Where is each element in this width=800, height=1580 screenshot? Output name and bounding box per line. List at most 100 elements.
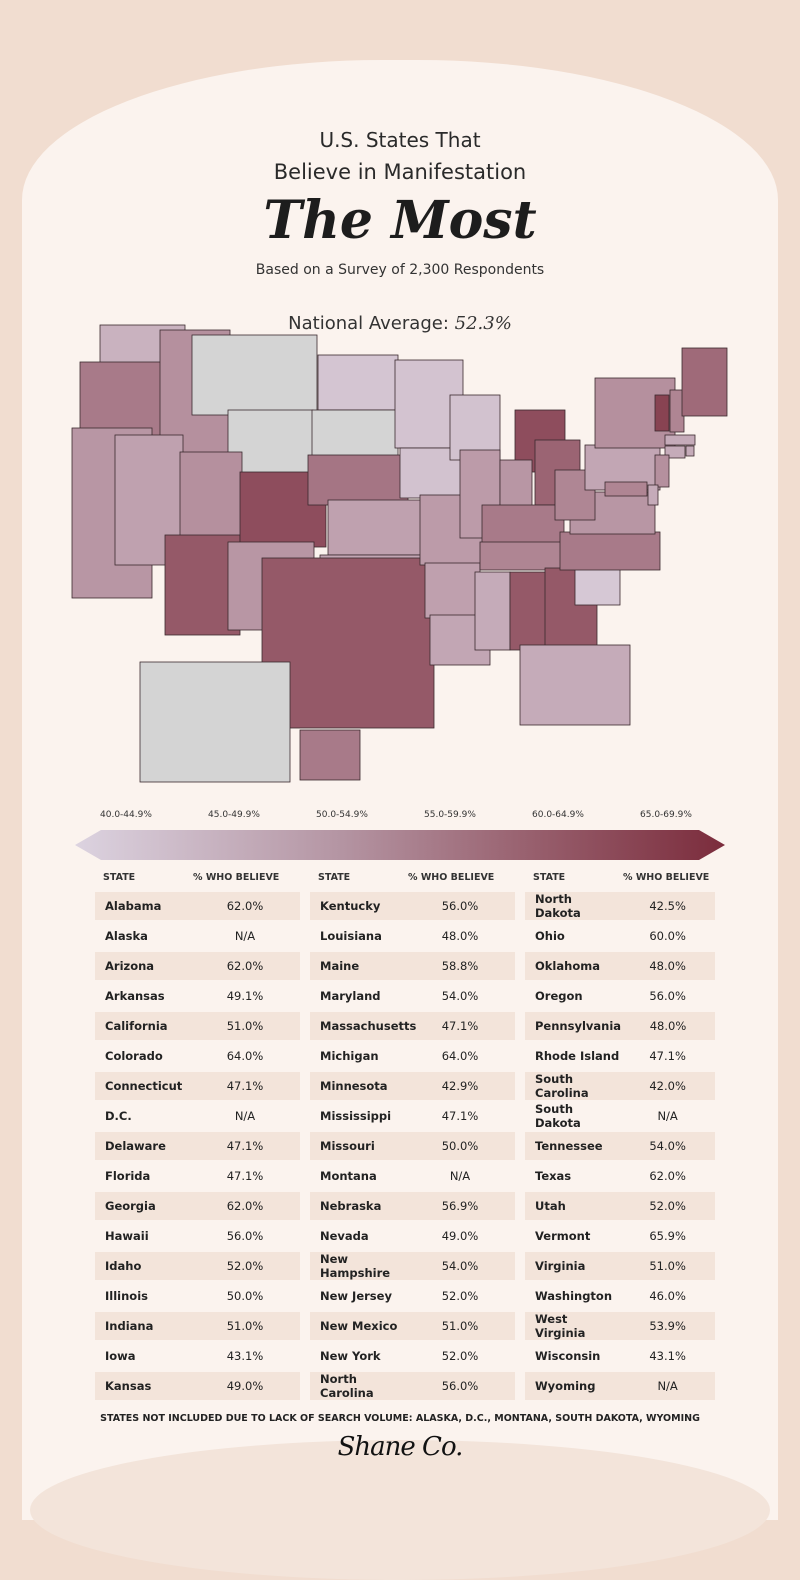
table-row: New York 52.0% — [310, 1342, 515, 1370]
state-texas — [261, 557, 435, 729]
table-row: Massachusetts 47.1% — [310, 1012, 515, 1040]
table-row: Washington 46.0% — [525, 1282, 715, 1310]
state-value: 47.1% — [226, 1139, 264, 1153]
state-value: 62.0% — [226, 1199, 264, 1213]
legend-label: 50.0-54.9% — [316, 810, 368, 820]
state-value: N/A — [234, 929, 256, 943]
state-value: 49.0% — [226, 1379, 264, 1393]
state-value: 58.8% — [441, 959, 479, 973]
table-row: Missouri 50.0% — [310, 1132, 515, 1160]
table-row: Tennessee 54.0% — [525, 1132, 715, 1160]
state-name: Delaware — [105, 1139, 166, 1153]
state-kansas — [327, 499, 424, 556]
state-value: 56.0% — [226, 1229, 264, 1243]
table-row: D.C. N/A — [95, 1102, 300, 1130]
state-value: 64.0% — [226, 1049, 264, 1063]
state-name: Arizona — [105, 959, 155, 973]
state-name: Georgia — [105, 1199, 156, 1213]
state-mississippi — [474, 571, 511, 651]
state-value: 42.5% — [649, 899, 686, 913]
state-value: 47.1% — [441, 1109, 479, 1123]
state-value: 52.0% — [441, 1289, 479, 1303]
state-maine — [681, 347, 728, 417]
table-row: Ohio 60.0% — [525, 922, 715, 950]
state-value: 51.0% — [649, 1259, 686, 1273]
state-massachusetts — [664, 434, 696, 446]
table-row: Mississippi 47.1% — [310, 1102, 515, 1130]
state-value: 50.0% — [441, 1139, 479, 1153]
table-row: Montana N/A — [310, 1162, 515, 1190]
table-row: Louisiana 48.0% — [310, 922, 515, 950]
legend-label: 40.0-44.9% — [100, 810, 152, 820]
table-row: Arizona 62.0% — [95, 952, 300, 980]
state-name: New Jersey — [320, 1289, 392, 1303]
column-header: % WHO BELIEVE — [193, 872, 280, 883]
state-value: 49.0% — [441, 1229, 479, 1243]
state-value: 56.0% — [441, 1379, 479, 1393]
table-row: Idaho 52.0% — [95, 1252, 300, 1280]
state-name: Oregon — [535, 989, 583, 1003]
state-name: Nebraska — [320, 1199, 382, 1213]
legend-label: 45.0-49.9% — [208, 810, 260, 820]
state-name: Connecticut — [105, 1079, 183, 1093]
state-name: New York — [320, 1349, 381, 1363]
state-kentucky — [481, 504, 565, 544]
state-name: Washington — [535, 1289, 613, 1303]
state-value: 54.0% — [441, 989, 479, 1003]
table-row: Kansas 49.0% — [95, 1372, 300, 1400]
state-north-carolina — [559, 531, 661, 571]
national-average: National Average: 52.3% — [0, 313, 800, 334]
state-value: 56.0% — [649, 989, 686, 1003]
legend-label: 65.0-69.9% — [640, 810, 692, 820]
state-name: Massachusetts — [320, 1019, 417, 1033]
table-row: Rhode Island 47.1% — [525, 1042, 715, 1070]
table-row: Alabama 62.0% — [95, 892, 300, 920]
table-row: Utah 52.0% — [525, 1192, 715, 1220]
state-value: 49.1% — [226, 989, 264, 1003]
state-value: 53.9% — [649, 1319, 686, 1333]
state-value: 56.9% — [441, 1199, 479, 1213]
state-nebraska — [307, 454, 409, 506]
state-value: 65.9% — [649, 1229, 686, 1243]
state-name: D.C. — [105, 1109, 132, 1123]
table-row: Florida 47.1% — [95, 1162, 300, 1190]
title-line-2: Believe in Manifestation — [273, 160, 527, 184]
state-rhode-island — [685, 445, 695, 457]
table-row: North Dakota 42.5% — [525, 892, 715, 920]
state-value: 62.0% — [226, 959, 264, 973]
state-value: 42.9% — [441, 1079, 479, 1093]
state-arkansas — [424, 562, 481, 619]
us-map — [71, 324, 728, 783]
state-value: 47.1% — [226, 1169, 264, 1183]
state-value: 42.0% — [649, 1079, 686, 1093]
state-value: 43.1% — [226, 1349, 264, 1363]
legend-gradient-bar — [75, 830, 725, 860]
state-name: Minnesota — [320, 1079, 388, 1093]
state-name: South Carolina — [535, 1072, 589, 1100]
state-wisconsin — [449, 394, 501, 461]
state-value: 54.0% — [441, 1259, 479, 1273]
table-row: Michigan 64.0% — [310, 1042, 515, 1070]
state-value: 47.1% — [649, 1049, 686, 1063]
state-name: Alaska — [105, 929, 148, 943]
table-row: Arkansas 49.1% — [95, 982, 300, 1010]
state-value: 50.0% — [226, 1289, 264, 1303]
state-name: North Dakota — [535, 892, 581, 920]
table-row: Virginia 51.0% — [525, 1252, 715, 1280]
table-row: Alaska N/A — [95, 922, 300, 950]
state-name: California — [105, 1019, 168, 1033]
state-delaware — [647, 484, 659, 506]
state-name: Wyoming — [535, 1379, 596, 1393]
table-row: Nebraska 56.9% — [310, 1192, 515, 1220]
state-name: Virginia — [535, 1259, 586, 1273]
table-row: New Mexico 51.0% — [310, 1312, 515, 1340]
brand-logo: Shane Co. — [337, 1432, 464, 1462]
table-row: Pennsylvania 48.0% — [525, 1012, 715, 1040]
state-value: 46.0% — [649, 1289, 686, 1303]
table-row: Minnesota 42.9% — [310, 1072, 515, 1100]
state-name: Kansas — [105, 1379, 152, 1393]
state-value: 48.0% — [441, 929, 479, 943]
state-south-carolina — [574, 564, 621, 606]
state-name: South Dakota — [535, 1102, 581, 1130]
subtitle: Based on a Survey of 2,300 Respondents — [255, 262, 545, 278]
